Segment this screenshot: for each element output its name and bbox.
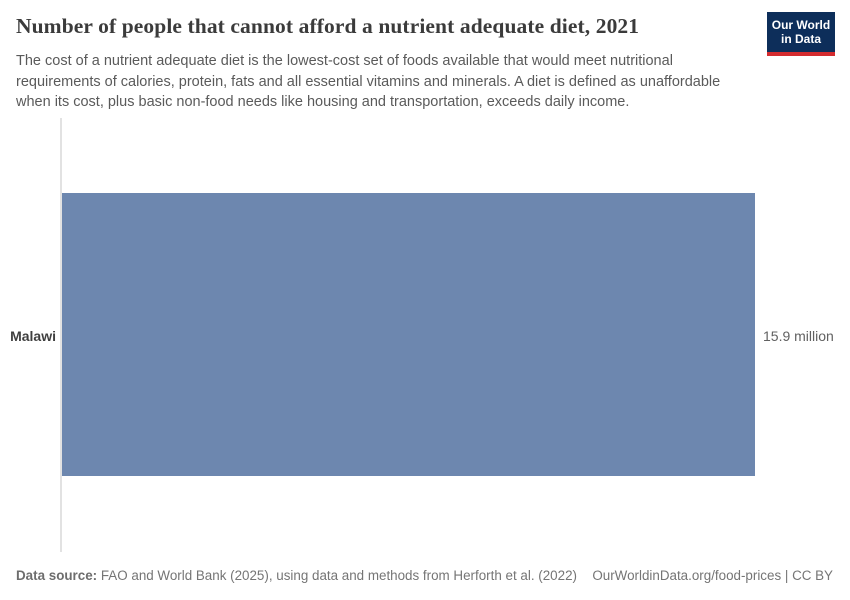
bar-malawi[interactable] xyxy=(62,193,755,476)
data-source-text: FAO and World Bank (2025), using data an… xyxy=(100,568,577,583)
license-link[interactable]: OurWorldinData.org/food-prices | CC BY xyxy=(592,568,833,583)
chart-subtitle: The cost of a nutrient adequate diet is … xyxy=(16,53,721,111)
owid-logo-line1: Our World xyxy=(771,18,831,32)
owid-logo-line2: in Data xyxy=(780,32,821,47)
data-source-label: Data source: xyxy=(16,568,98,583)
page-title: Number of people that cannot afford a nu… xyxy=(16,14,640,38)
data-source: Data source: FAO and World Bank (2025), … xyxy=(16,568,577,583)
chart-footer: Data source: FAO and World Bank (2025), … xyxy=(16,568,833,583)
owid-logo[interactable]: Our World in Data xyxy=(767,12,835,56)
bar-label-malawi: Malawi xyxy=(10,328,56,344)
y-axis-line xyxy=(60,118,62,552)
bar-value-label: 15.9 million xyxy=(763,328,834,344)
